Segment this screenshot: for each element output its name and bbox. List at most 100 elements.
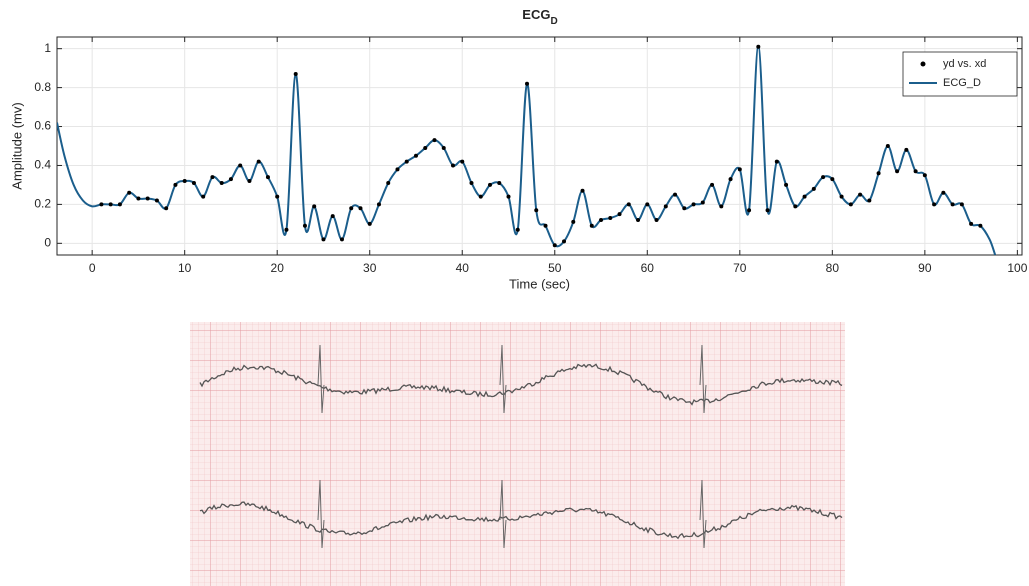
data-point [599, 218, 603, 222]
title-subscript: D [550, 16, 557, 27]
data-point [423, 146, 427, 150]
data-point [247, 179, 251, 183]
data-point [146, 197, 150, 201]
x-tick-label: 20 [271, 261, 285, 275]
data-point [275, 195, 279, 199]
legend-label: ECG_D [943, 77, 981, 89]
data-point [127, 191, 131, 195]
data-point [914, 169, 918, 173]
data-point [655, 218, 659, 222]
data-point [386, 181, 390, 185]
data-point [99, 202, 103, 206]
data-point [932, 202, 936, 206]
data-point [951, 202, 955, 206]
data-point [858, 193, 862, 197]
y-tick-label: 0.8 [34, 80, 51, 94]
ecg-grid [190, 322, 845, 586]
data-point [719, 204, 723, 208]
data-point [618, 212, 622, 216]
data-point [923, 173, 927, 177]
data-point [682, 206, 686, 210]
data-point [756, 45, 760, 49]
data-point [812, 187, 816, 191]
data-point [377, 202, 381, 206]
data-point [895, 169, 899, 173]
data-point [479, 195, 483, 199]
data-point [803, 195, 807, 199]
data-point [469, 181, 473, 185]
data-point [164, 206, 168, 210]
data-point [840, 195, 844, 199]
data-point [220, 181, 224, 185]
data-point [830, 177, 834, 181]
data-point [571, 220, 575, 224]
data-point [627, 202, 631, 206]
data-point [766, 208, 770, 212]
data-point [590, 224, 594, 228]
data-point [210, 175, 214, 179]
data-point [941, 191, 945, 195]
data-point [729, 177, 733, 181]
data-point [534, 208, 538, 212]
data-point [284, 228, 288, 232]
x-tick-label: 60 [641, 261, 655, 275]
data-point [793, 204, 797, 208]
ecg-paper-photo [190, 322, 845, 586]
data-point [886, 144, 890, 148]
data-point [109, 202, 113, 206]
data-point [358, 206, 362, 210]
y-axis-label: Amplitude (mv) [9, 102, 24, 189]
y-tick-label: 0.4 [34, 158, 51, 172]
data-point [321, 237, 325, 241]
data-point [303, 224, 307, 228]
data-point [553, 243, 557, 247]
data-point [701, 200, 705, 204]
data-point [904, 148, 908, 152]
data-point [747, 208, 751, 212]
data-point [562, 239, 566, 243]
data-point [525, 82, 529, 86]
data-point [432, 138, 436, 142]
page: ECGD 010203040506070809010000.20.40.60.8… [0, 0, 1029, 586]
data-point [849, 202, 853, 206]
x-tick-label: 40 [456, 261, 470, 275]
data-point [867, 199, 871, 203]
x-tick-label: 80 [826, 261, 840, 275]
y-tick-label: 0.6 [34, 119, 51, 133]
data-point [636, 218, 640, 222]
data-point [257, 160, 261, 164]
data-point [118, 202, 122, 206]
x-tick-label: 50 [548, 261, 562, 275]
data-point [229, 177, 233, 181]
data-point [497, 181, 501, 185]
x-tick-label: 10 [178, 261, 192, 275]
data-point [516, 228, 520, 232]
data-point [136, 197, 140, 201]
data-point [645, 202, 649, 206]
data-point [312, 204, 316, 208]
data-point [969, 222, 973, 226]
data-point [368, 222, 372, 226]
data-point [294, 72, 298, 76]
data-point [544, 224, 548, 228]
data-point [173, 183, 177, 187]
x-tick-label: 100 [1007, 261, 1027, 275]
data-point [608, 216, 612, 220]
data-point [405, 160, 409, 164]
data-point [877, 171, 881, 175]
data-point [692, 202, 696, 206]
data-point [238, 163, 242, 167]
data-point [978, 224, 982, 228]
data-point [784, 183, 788, 187]
data-point [488, 183, 492, 187]
data-point [738, 167, 742, 171]
data-point [960, 202, 964, 206]
x-tick-label: 90 [918, 261, 932, 275]
data-point [673, 193, 677, 197]
data-point [183, 179, 187, 183]
data-point [349, 206, 353, 210]
data-point [331, 214, 335, 218]
x-axis-label: Time (sec) [509, 276, 570, 291]
data-point [507, 195, 511, 199]
title-main: ECG [522, 7, 550, 22]
